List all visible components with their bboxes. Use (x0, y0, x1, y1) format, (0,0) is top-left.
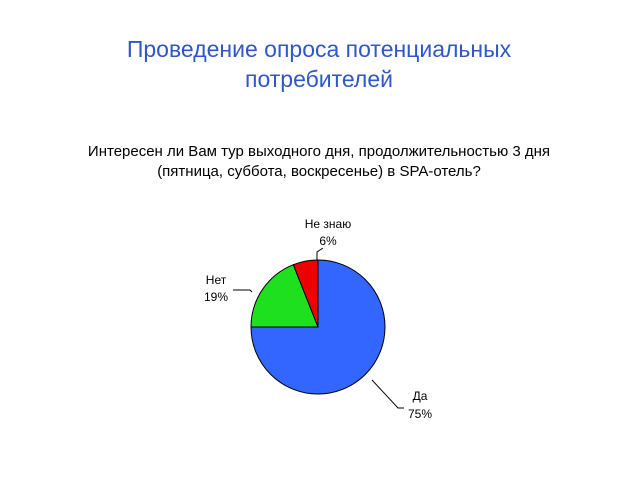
survey-question-line-2: (пятница, суббота, воскресенье) в SPA-от… (157, 163, 481, 180)
slide-title-line-1: Проведение опроса потенциальных (126, 36, 512, 62)
slice-percent-2: 19% (204, 290, 228, 304)
pie-slice-3 (292, 259, 319, 328)
slice-label-3: Не знаю (305, 217, 351, 231)
slice-percent-3: 6% (319, 234, 337, 248)
leader-line-1 (371, 379, 404, 409)
slide-title: Проведение опроса потенциальных потребит… (0, 34, 638, 94)
slice-label-2: Нет (206, 273, 227, 287)
pie-slice-2 (250, 264, 319, 328)
leader-line-3 (316, 247, 324, 260)
leader-line-2 (233, 289, 253, 293)
slice-label-1: Да (413, 389, 428, 403)
survey-question: Интересен ли Вам тур выходного дня, прод… (0, 142, 638, 182)
survey-question-line-1: Интересен ли Вам тур выходного дня, прод… (87, 143, 551, 160)
slide-title-line-2: потребителей (245, 66, 393, 92)
slice-percent-1: 75% (408, 407, 432, 421)
pie-slice-1 (250, 259, 386, 395)
